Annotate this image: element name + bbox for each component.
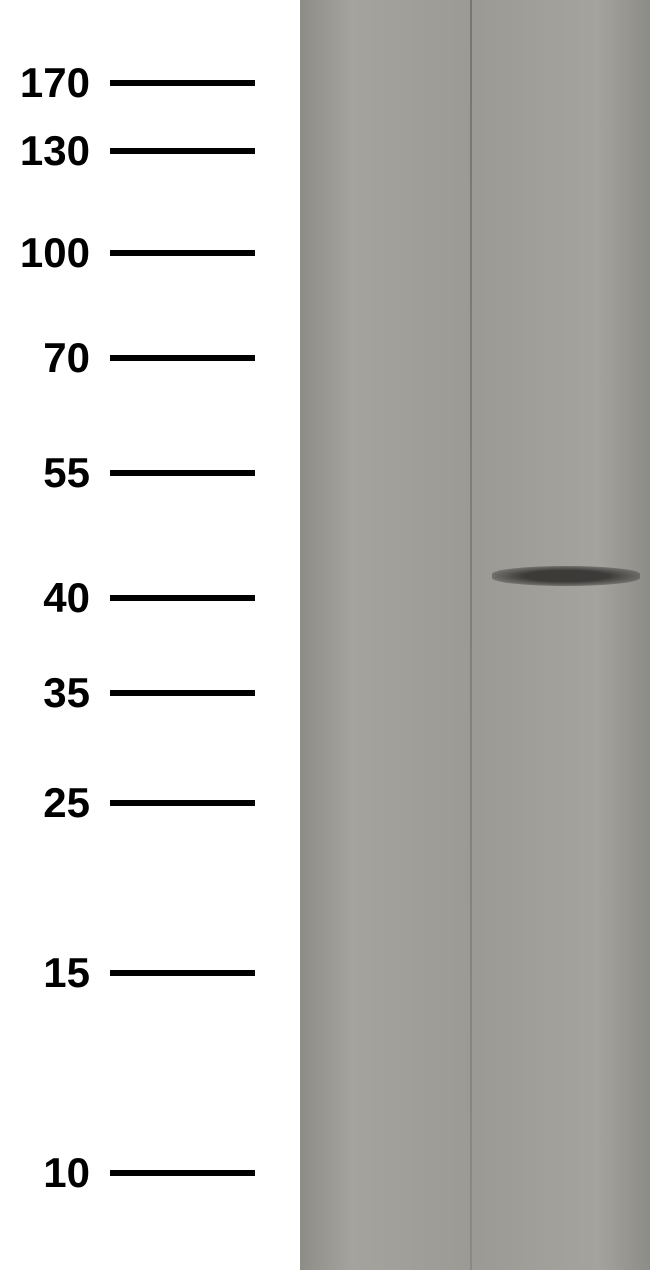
marker-row: 25 (0, 779, 255, 827)
marker-label: 170 (0, 59, 110, 107)
marker-tick (110, 470, 255, 476)
marker-label: 70 (0, 334, 110, 382)
marker-row: 40 (0, 574, 255, 622)
marker-row: 10 (0, 1149, 255, 1197)
marker-label: 40 (0, 574, 110, 622)
marker-label: 35 (0, 669, 110, 717)
marker-row: 100 (0, 229, 255, 277)
marker-label: 130 (0, 127, 110, 175)
marker-row: 35 (0, 669, 255, 717)
marker-tick (110, 800, 255, 806)
blot-membrane (300, 0, 650, 1270)
marker-tick (110, 970, 255, 976)
marker-tick (110, 355, 255, 361)
marker-row: 55 (0, 449, 255, 497)
marker-tick (110, 148, 255, 154)
marker-label: 10 (0, 1149, 110, 1197)
marker-row: 15 (0, 949, 255, 997)
marker-label: 100 (0, 229, 110, 277)
marker-tick (110, 595, 255, 601)
marker-label: 55 (0, 449, 110, 497)
marker-row: 170 (0, 59, 255, 107)
lane-divider (470, 0, 472, 1270)
marker-tick (110, 690, 255, 696)
marker-tick (110, 80, 255, 86)
western-blot-figure: 170 130 100 70 55 40 35 25 15 10 (0, 0, 650, 1274)
marker-label: 25 (0, 779, 110, 827)
marker-label: 15 (0, 949, 110, 997)
marker-tick (110, 1170, 255, 1176)
marker-tick (110, 250, 255, 256)
protein-band (492, 566, 640, 586)
marker-row: 70 (0, 334, 255, 382)
molecular-weight-ladder: 170 130 100 70 55 40 35 25 15 10 (0, 0, 300, 1274)
marker-row: 130 (0, 127, 255, 175)
